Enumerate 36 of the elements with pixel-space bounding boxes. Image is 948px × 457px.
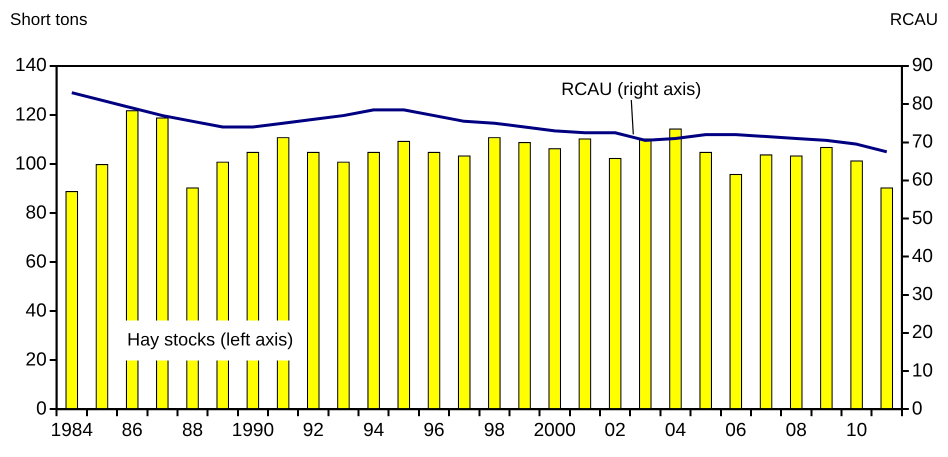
y2-tick-label: 40 [912,246,934,267]
y-tick-label: 60 [26,251,47,272]
x-tick-label: 92 [302,420,324,441]
y-axis-title: Short tons [10,10,88,30]
y2-tick-label: 30 [912,284,934,306]
y2-tick-label: 10 [912,360,934,382]
x-tick-label: 06 [725,420,746,441]
x-tick-label: 98 [484,420,505,441]
y2-tick-label: 80 [912,93,934,114]
x-tick-label: 1990 [232,420,274,441]
x-tick-label: 2000 [534,420,576,441]
x-tick-label: 86 [122,420,143,441]
y2-tick-label: 60 [912,170,934,191]
y-tick-label: 120 [15,104,47,126]
y2-tick-label: 20 [912,322,934,344]
series-label: RCAU (right axis) [561,78,702,99]
series-label: Hay stocks (left axis) [127,330,294,350]
y-tick-label: 0 [36,398,47,420]
y2-tick-label: 70 [912,132,934,152]
y-tick-label: 40 [26,300,47,322]
y-tick-label: 20 [26,349,47,370]
y2-axis-title: RCAU [890,10,938,30]
x-tick-label: 02 [604,420,626,441]
y2-tick-label: 50 [912,208,934,229]
y-tick-label: 140 [15,55,47,76]
x-tick-label: 88 [182,420,204,441]
x-tick-label: 08 [786,420,807,441]
x-tick-label: 04 [664,420,686,441]
y-tick-label: 80 [26,202,47,224]
x-tick-label: 10 [846,420,868,441]
y-tick-label: 100 [15,153,47,174]
y2-tick-label: 0 [912,398,922,420]
x-tick-label: 1984 [50,420,94,441]
y2-tick-label: 90 [912,55,934,76]
x-tick-label: 94 [363,420,385,441]
x-tick-label: 96 [423,420,445,441]
